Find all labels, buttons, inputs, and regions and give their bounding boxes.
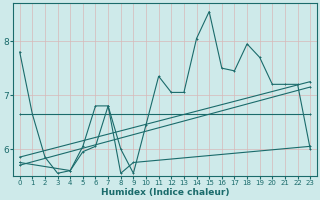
X-axis label: Humidex (Indice chaleur): Humidex (Indice chaleur) xyxy=(101,188,229,197)
